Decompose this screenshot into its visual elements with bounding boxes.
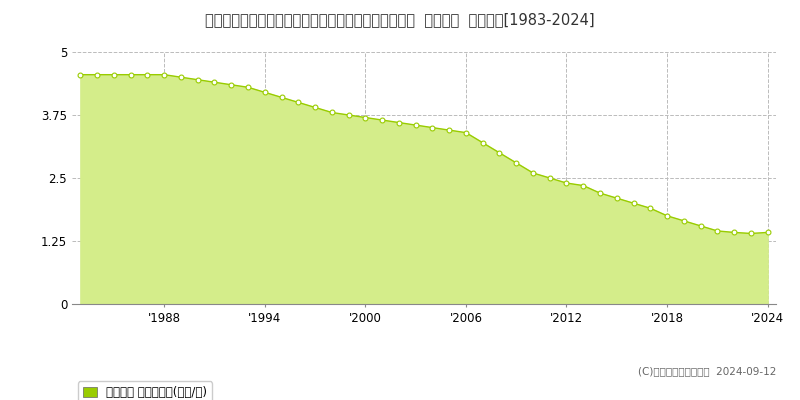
Legend: 地価公示 平均坪単価(万円/坪): 地価公示 平均坪単価(万円/坪) <box>78 382 212 400</box>
Text: 青森県南津軽郡田舎館村大字大根子字村立６０番１外  地価公示  地価推移[1983-2024]: 青森県南津軽郡田舎館村大字大根子字村立６０番１外 地価公示 地価推移[1983-… <box>205 12 595 27</box>
Text: (C)土地価格ドットコム  2024-09-12: (C)土地価格ドットコム 2024-09-12 <box>638 366 776 376</box>
